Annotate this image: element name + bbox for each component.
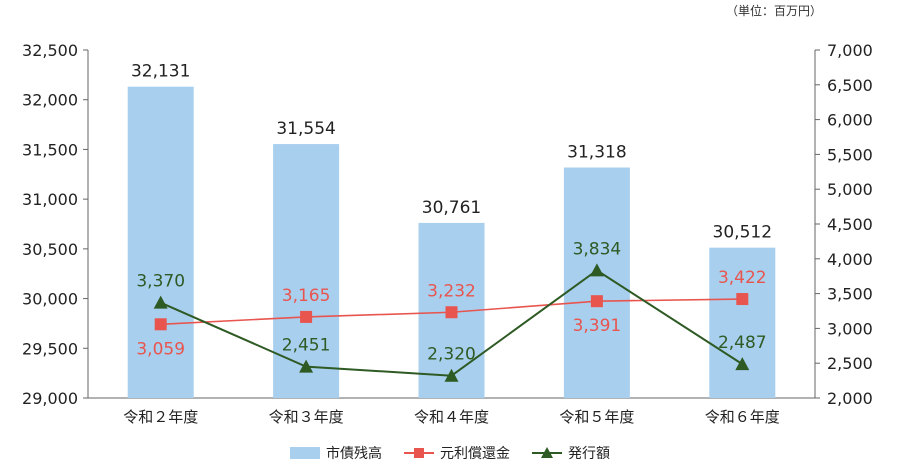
square-marker — [445, 306, 458, 319]
bar-data-label: 30,761 — [422, 198, 481, 218]
right-tick-label: 6,000 — [827, 111, 873, 130]
x-tick-label: 令和２年度 — [123, 408, 198, 426]
right-tick-label: 4,000 — [827, 250, 873, 269]
line-data-label: 2,487 — [718, 333, 767, 353]
x-tick-label: 令和４年度 — [414, 408, 489, 426]
line-data-label: 2,451 — [282, 336, 331, 356]
square-marker — [590, 295, 603, 308]
left-tick-label: 30,000 — [22, 290, 78, 309]
right-tick-label: 7,000 — [827, 41, 873, 60]
legend-item-line2: 発行額 — [532, 443, 610, 463]
right-tick-label: 2,500 — [827, 354, 873, 373]
legend-label-bar: 市債残高 — [326, 446, 382, 462]
bar — [127, 86, 194, 398]
triangle-marker — [735, 357, 750, 371]
right-tick-label: 5,000 — [827, 180, 873, 199]
legend-label-line1: 元利償還金 — [440, 446, 510, 462]
line-markers — [153, 263, 750, 382]
left-tick-label: 32,500 — [22, 41, 78, 60]
triangle-marker — [153, 295, 168, 309]
x-axis-labels: 令和２年度 令和３年度 令和４年度 令和５年度 令和６年度 — [123, 408, 780, 426]
bar — [709, 247, 776, 398]
right-tick-label: 5,500 — [827, 145, 873, 164]
right-axis-ticks: 2,000 2,500 3,000 3,500 4,000 4,500 5,000 5,500… — [815, 41, 873, 408]
square-marker — [300, 310, 313, 323]
line-data-label: 3,391 — [573, 316, 622, 336]
right-tick-label: 3,000 — [827, 319, 873, 338]
right-tick-label: 3,500 — [827, 285, 873, 304]
legend-label-line2: 発行額 — [568, 446, 610, 462]
left-tick-label: 31,000 — [22, 190, 78, 209]
x-tick-label: 令和５年度 — [559, 408, 634, 426]
line-data-label: 2,320 — [427, 345, 476, 365]
line-data-label: 3,834 — [573, 239, 622, 259]
x-tick-label: 令和３年度 — [269, 408, 344, 426]
right-tick-label: 6,500 — [827, 76, 873, 95]
square-marker — [736, 293, 749, 306]
triangle-marker — [589, 263, 604, 277]
left-tick-label: 32,000 — [22, 91, 78, 110]
legend: 市債残高 元利償還金 発行額 — [0, 443, 900, 463]
line-data-label: 3,422 — [718, 268, 767, 288]
legend-item-line1: 元利償還金 — [404, 443, 510, 463]
left-tick-label: 29,500 — [22, 339, 78, 358]
bar-labels: 32,131 31,554 30,761 31,318 30,512 — [131, 62, 772, 243]
unit-note: （単位：百万円） — [725, 4, 822, 18]
legend-swatch-bar — [290, 447, 320, 459]
bar-data-label: 30,512 — [713, 223, 772, 243]
line-data-label: 3,059 — [136, 339, 185, 359]
line-data-label: 3,232 — [427, 281, 476, 301]
legend-swatch-line1 — [404, 446, 434, 460]
right-tick-label: 2,000 — [827, 389, 873, 408]
legend-swatch-line2 — [532, 446, 562, 460]
bar-data-label: 31,318 — [567, 143, 626, 163]
legend-item-bar: 市債残高 — [290, 443, 382, 463]
line-labels: 3,059 3,165 3,232 3,391 3,422 3,370 2,451 2,320… — [136, 239, 766, 364]
left-tick-label: 31,500 — [22, 140, 78, 159]
left-tick-label: 30,500 — [22, 240, 78, 259]
bar-data-label: 32,131 — [131, 62, 190, 82]
left-axis-ticks: 29,000 29,500 30,000 30,500 31,000 31,500 32,0… — [22, 41, 88, 408]
right-tick-label: 4,500 — [827, 215, 873, 234]
x-tick-label: 令和６年度 — [705, 408, 780, 426]
triangle-marker — [444, 368, 459, 382]
line-data-label: 3,165 — [282, 286, 331, 306]
line-data-label: 3,370 — [136, 272, 185, 292]
bar — [563, 167, 630, 398]
square-marker — [154, 318, 167, 331]
triangle-marker — [299, 359, 314, 373]
bar-series — [127, 86, 776, 398]
bar-data-label: 31,554 — [276, 119, 335, 139]
bar — [273, 144, 340, 398]
left-tick-label: 29,000 — [22, 389, 78, 408]
